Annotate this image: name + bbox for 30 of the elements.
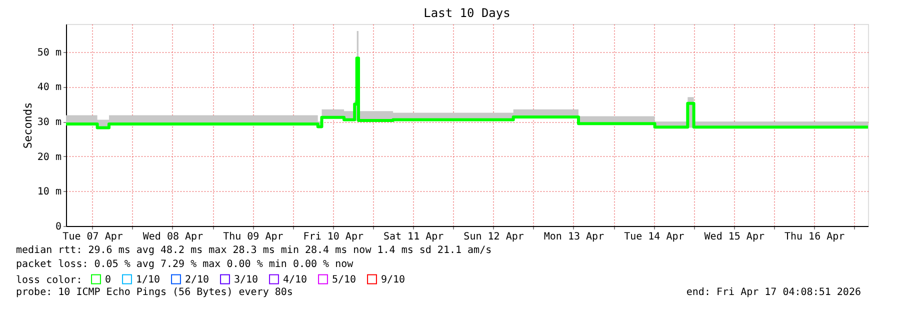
y-tick-label: 30 m: [37, 117, 62, 128]
y-tick-label: 40 m: [37, 82, 62, 94]
x-tick-label: Thu 09 Apr: [223, 232, 284, 242]
text: packet loss: 0.05 % avg 7.29 % max 0.00 % min 0.00 % now: [16, 259, 354, 270]
x-tick-label: Fri 10 Apr: [303, 232, 364, 242]
text: probe: 10 ICMP Echo Pings (56 Bytes) every 80s: [16, 287, 293, 298]
legend-label: 9/10: [381, 274, 406, 286]
x-tick-label: Tue 07 Apr: [62, 232, 123, 242]
x-tick-label: Tue 14 Apr: [624, 232, 684, 242]
text: end: Fri Apr 17 04:08:51 2026: [686, 287, 861, 298]
x-tick-label: Mon 13 Apr: [544, 232, 604, 242]
x-tick-label: Wed 08 Apr: [142, 232, 204, 242]
legend-label: 0: [105, 274, 112, 286]
x-tick-label: Wed 15 Apr: [704, 232, 764, 242]
y-tick-label: 10 m: [37, 186, 62, 198]
text: median rtt: 29.6 ms avg 48.2 ms max 28.3 ms min 28.4 ms now 1.4 ms sd 21.1 am/s: [16, 245, 492, 256]
x-tick-label: Thu 16 Apr: [784, 232, 845, 242]
x-tick-label: Sun 12 Apr: [464, 232, 524, 242]
legend-label: 4/10: [283, 274, 308, 286]
chart-title: Last 10 Days: [424, 6, 510, 20]
legend-label: 5/10: [332, 274, 356, 286]
y-tick-label: 0: [55, 222, 62, 232]
legend-label: 1/10: [136, 274, 160, 286]
x-tick-label: Sat 11 Apr: [383, 232, 444, 242]
legend-label: 3/10: [234, 274, 258, 286]
legend-title: loss color:: [16, 275, 82, 286]
y-tick-label: 50 m: [37, 47, 62, 58]
y-axis-title: Seconds: [21, 102, 34, 149]
y-tick-label: 20 m: [37, 152, 62, 163]
legend-label: 2/10: [185, 274, 210, 286]
